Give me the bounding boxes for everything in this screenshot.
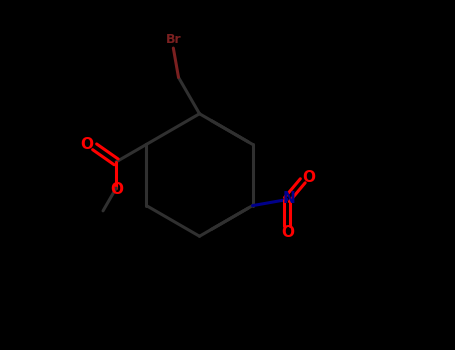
Text: O: O [303, 170, 316, 185]
Text: O: O [81, 137, 93, 152]
Text: Br: Br [166, 33, 181, 46]
Text: O: O [111, 182, 123, 197]
Text: N: N [283, 191, 295, 206]
Text: O: O [281, 225, 294, 240]
